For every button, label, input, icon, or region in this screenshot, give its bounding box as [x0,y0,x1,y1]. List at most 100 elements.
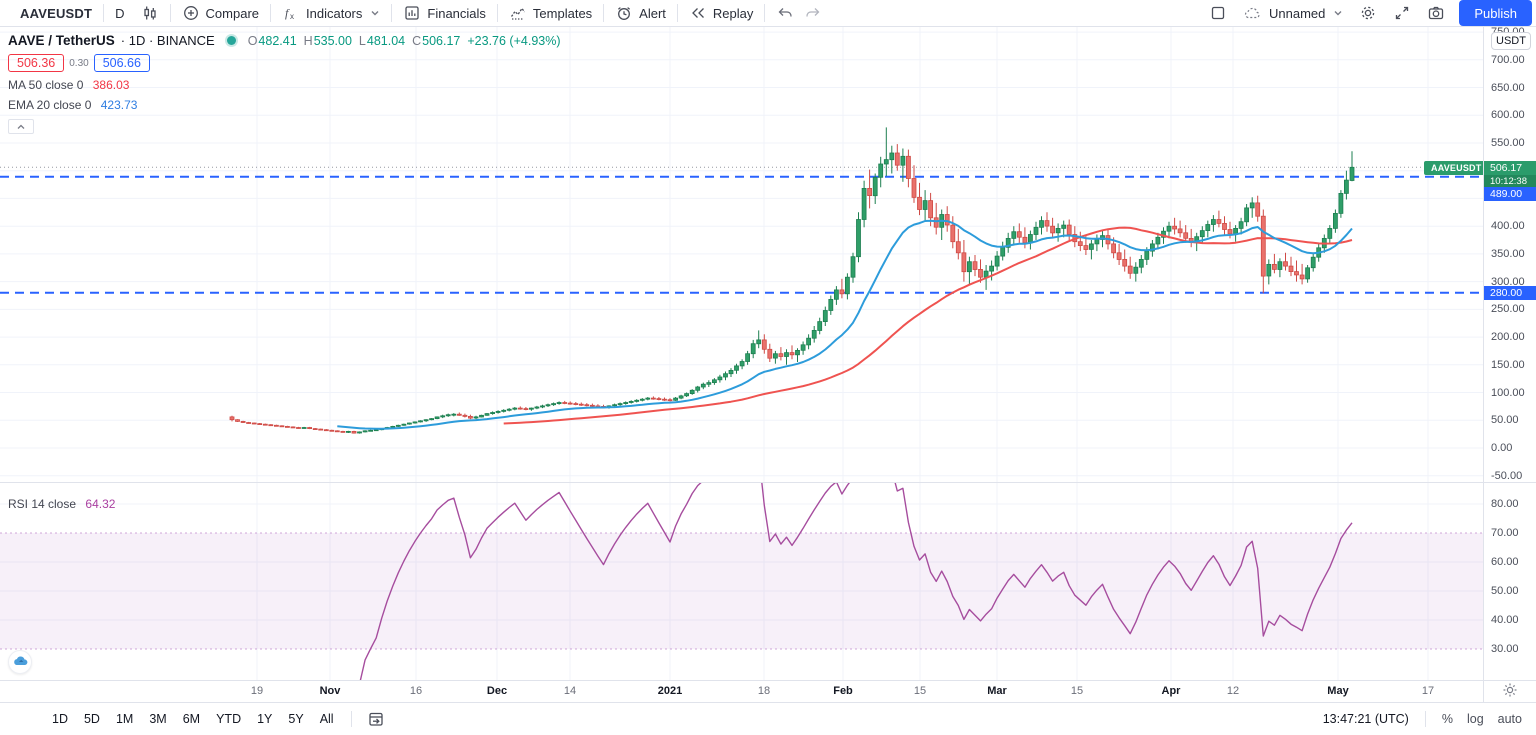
replay-icon [689,4,707,22]
symbol-label-pill[interactable]: AAVEUSDT [1424,161,1489,175]
screenshot-button[interactable] [1419,1,1453,26]
symbol-meta: · 1D · BINANCE [120,33,215,48]
svg-text:f: f [285,6,290,20]
ma-label: MA 50 close 0 [8,78,84,92]
time-tick: 17 [1421,685,1435,697]
range-all-button[interactable]: All [319,712,334,726]
time-tick: 12 [1226,685,1240,697]
indicators-label: Indicators [306,5,363,21]
ma-indicator-row[interactable]: MA 50 close 0 386.03 [8,78,561,92]
symbol-title[interactable]: AAVE / TetherUS [8,33,115,48]
symbol-button[interactable]: AAVEUSDT [20,5,93,21]
range-5d-button[interactable]: 5D [83,712,100,726]
cloud-sync-button[interactable] [8,650,32,674]
layout-name-label: Unnamed [1268,5,1326,21]
interval-button[interactable]: D [115,5,125,21]
low-value: 481.04 [366,33,406,48]
time-tick: 18 [757,685,771,697]
range-1m-button[interactable]: 1M [115,712,134,726]
market-status-dot[interactable] [226,36,236,45]
layout-square-icon [1209,4,1227,22]
rsi-value: 64.32 [85,497,116,511]
close-value: 506.17 [422,33,461,48]
range-ytd-button[interactable]: YTD [216,712,242,726]
ema-indicator-row[interactable]: EMA 20 close 0 423.73 [8,98,561,112]
auto-scale-button[interactable]: auto [1497,712,1522,726]
price-tick: -50.00 [1491,469,1523,482]
compare-button[interactable]: Compare [174,1,267,26]
undo-arrow-icon [776,4,794,22]
buy-price-button[interactable]: 506.66 [93,54,150,72]
price-axis[interactable]: USDT 506.17 10:12:38 489.00 280.00 750.0… [1483,27,1536,680]
rsi-tick: 50.00 [1491,585,1519,597]
price-tick: 300.00 [1491,275,1525,288]
layout-name-button[interactable]: Unnamed [1235,1,1351,26]
price-pane[interactable] [0,27,1483,482]
rsi-pane[interactable] [0,482,1483,680]
gear-icon [1359,4,1377,22]
alert-button[interactable]: Alert [607,1,674,26]
chart-style-button[interactable] [133,1,167,26]
templates-label: Templates [532,5,593,21]
price-tick: 650.00 [1491,81,1525,94]
rsi-indicator-row[interactable]: RSI 14 close 64.32 [8,497,115,511]
currency-unit-button[interactable]: USDT [1491,32,1531,50]
redo-button[interactable] [802,1,830,26]
percent-scale-button[interactable]: % [1441,712,1453,726]
axis-settings-corner[interactable] [1483,681,1536,703]
range-3m-button[interactable]: 3M [149,712,167,726]
templates-button[interactable]: Templates [501,1,600,26]
range-5y-button[interactable]: 5Y [288,712,304,726]
chart-legend: AAVE / TetherUS · 1D · BINANCE O482.41 H… [8,33,561,134]
replay-button[interactable]: Replay [681,1,761,26]
level-price-badge[interactable]: 280.00 [1484,286,1536,300]
settings-button[interactable] [1351,1,1385,26]
goto-date-button[interactable] [360,708,392,730]
ema-label: EMA 20 close 0 [8,98,92,112]
fullscreen-icon [1393,4,1411,22]
high-value: 535.00 [313,33,352,48]
range-1y-button[interactable]: 1Y [257,712,273,726]
range-1d-button[interactable]: 1D [52,712,68,726]
compare-label: Compare [205,5,260,21]
select-layout-button[interactable] [1201,1,1235,26]
price-tick: 0.00 [1491,442,1513,454]
ma-value: 386.03 [92,78,130,92]
financials-button[interactable]: Financials [395,1,494,26]
time-tick: Feb [833,685,853,697]
price-tick: 700.00 [1491,53,1525,66]
toolbar-divider [1424,711,1426,727]
pane-separator[interactable] [0,482,1536,483]
fullscreen-button[interactable] [1385,1,1419,26]
alert-price-badge[interactable]: 489.00 [1484,187,1536,201]
time-tick: Apr [1161,685,1181,697]
publish-button[interactable]: Publish [1459,0,1532,26]
sell-price-button[interactable]: 506.36 [8,54,65,72]
rsi-tick: 40.00 [1491,614,1519,626]
time-axis[interactable]: 19 Nov 16 Dec 14 2021 18 Feb 15 Mar 15 Apr 12 May 17 [0,680,1536,703]
toolbar-divider [764,4,766,22]
spread-value: 0.30 [69,57,89,69]
cloud-icon [1243,5,1263,21]
time-tick: 15 [913,685,927,697]
price-tick: 400.00 [1491,220,1525,233]
time-tick: Dec [486,685,508,697]
financials-icon [403,4,421,22]
price-tick: 50.00 [1491,414,1519,427]
last-price-badge: 506.17 [1484,161,1536,175]
chevron-down-icon [1333,8,1343,18]
toolbar-divider [391,4,393,22]
price-tick: 150.00 [1491,358,1525,371]
log-scale-button[interactable]: log [1466,712,1484,726]
range-6m-button[interactable]: 6M [182,712,201,726]
clock-label[interactable]: 13:47:21 (UTC) [1322,712,1409,726]
price-tick: 550.00 [1491,137,1525,149]
sun-icon [1502,682,1518,703]
undo-button[interactable] [768,1,802,26]
toolbar-divider [270,4,272,22]
collapse-legend-button[interactable] [8,119,34,134]
toolbar-divider [676,4,678,22]
